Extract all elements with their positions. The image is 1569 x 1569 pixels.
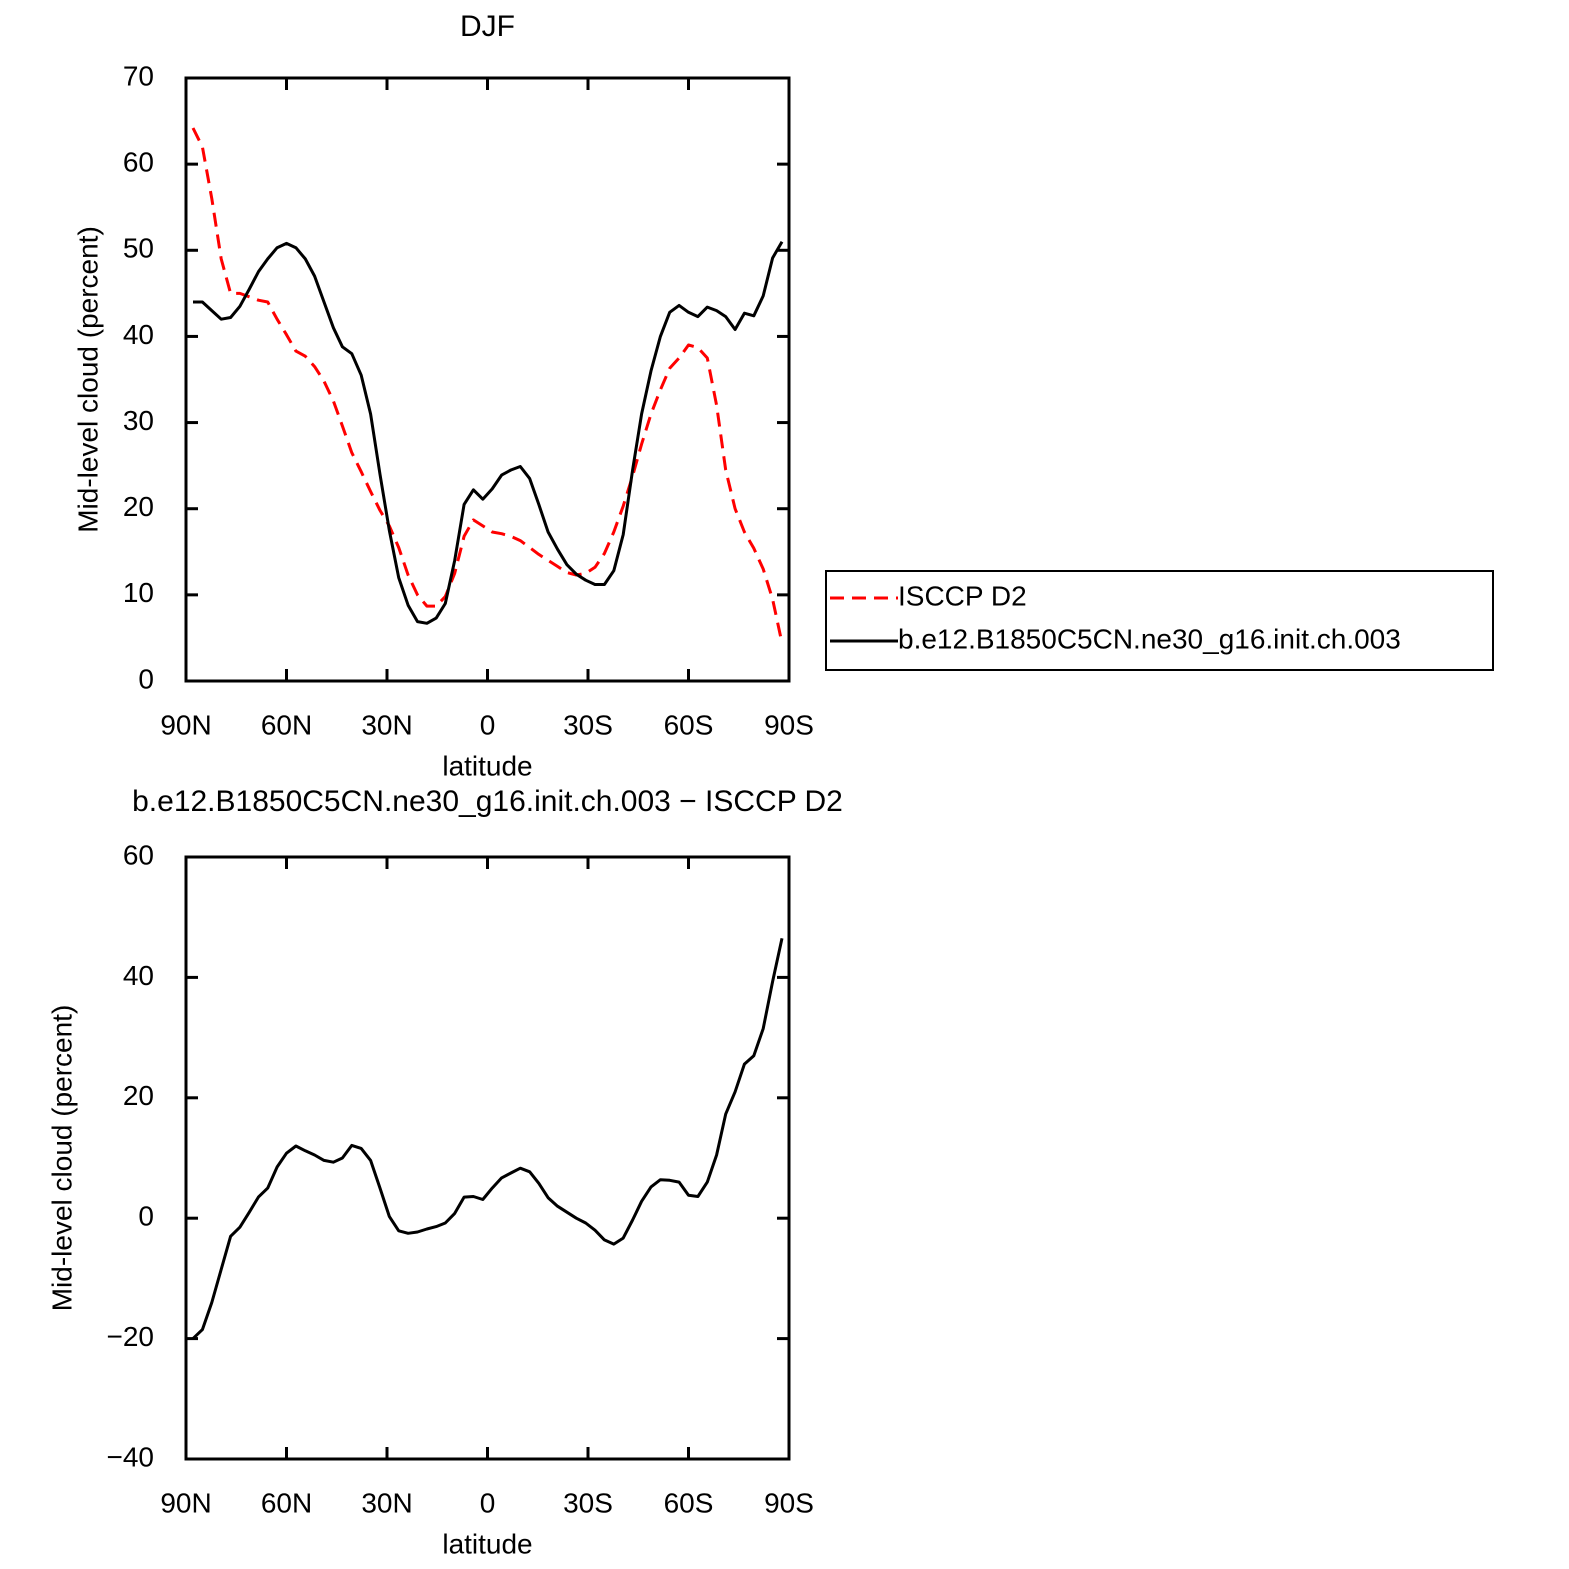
y-axis-label: Mid-level cloud (percent): [72, 226, 103, 533]
legend-box: [825, 570, 1494, 671]
x-tick-label: 60S: [664, 1487, 714, 1518]
x-tick-label: 30S: [563, 1487, 613, 1518]
y-tick-label: 0: [138, 1201, 154, 1232]
x-tick-label: 0: [480, 709, 496, 740]
legend-label: ISCCP D2: [898, 580, 1027, 611]
y-axis-label: Mid-level cloud (percent): [46, 1005, 77, 1312]
y-tick-label: 40: [123, 319, 154, 350]
series-line: [191, 127, 784, 644]
series-line: [193, 240, 784, 625]
x-axis-label: latitude: [442, 750, 532, 781]
x-tick-label: 30N: [361, 1487, 412, 1518]
x-tick-label: 60N: [261, 709, 312, 740]
y-tick-label: 0: [138, 663, 154, 694]
y-tick-label: 50: [123, 233, 154, 264]
y-tick-label: 10: [123, 577, 154, 608]
y-tick-label: 60: [123, 147, 154, 178]
x-tick-label: 60N: [261, 1487, 312, 1518]
y-tick-label: −40: [107, 1441, 155, 1472]
x-tick-label: 30S: [563, 709, 613, 740]
y-tick-label: 40: [123, 960, 154, 991]
chart-title: DJF: [460, 10, 515, 43]
x-tick-label: 30N: [361, 709, 412, 740]
y-tick-label: 70: [123, 60, 154, 91]
x-tick-label: 0: [480, 1487, 496, 1518]
y-tick-label: 20: [123, 491, 154, 522]
x-tick-label: 90S: [764, 709, 814, 740]
x-tick-label: 90N: [160, 1487, 211, 1518]
data-line: [191, 937, 784, 1340]
x-tick-label: 90N: [160, 709, 211, 740]
plot-frame: [184, 76, 791, 683]
y-tick-label: 20: [123, 1080, 154, 1111]
y-tick-label: 30: [123, 405, 154, 436]
plot-frame: [184, 855, 791, 1461]
x-axis-label: latitude: [442, 1528, 532, 1559]
legend-label: b.e12.B1850C5CN.ne30_g16.init.ch.003: [898, 623, 1401, 654]
x-tick-label: 60S: [664, 709, 714, 740]
y-tick-label: 60: [123, 839, 154, 870]
chart-title: b.e12.B1850C5CN.ne30_g16.init.ch.003 − I…: [132, 785, 843, 818]
x-tick-label: 90S: [764, 1487, 814, 1518]
y-tick-label: −20: [107, 1321, 155, 1352]
